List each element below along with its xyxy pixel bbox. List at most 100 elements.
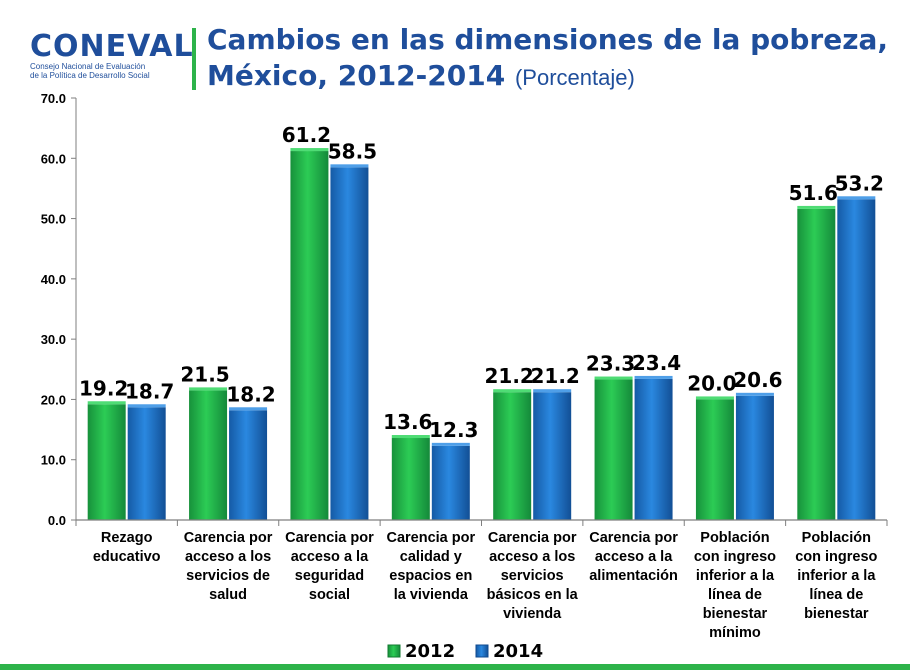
title-line-2: México, 2012-2014 — [207, 59, 506, 92]
category-label: línea de — [708, 587, 762, 603]
category-label: Carencia por — [488, 530, 577, 546]
data-label-2012: 51.6 — [789, 181, 838, 205]
y-tick-label: 70.0 — [41, 91, 66, 106]
category-label: inferior a la — [696, 568, 775, 584]
data-label-2014: 12.3 — [429, 418, 478, 442]
category-label: acceso a la — [595, 549, 673, 565]
category-label: educativo — [93, 549, 161, 565]
data-label-2012: 19.2 — [79, 376, 128, 400]
bar-2012 — [290, 151, 329, 520]
bar-2012 — [87, 404, 126, 520]
data-label-2014: 18.7 — [125, 379, 174, 403]
y-tick-label: 0.0 — [48, 513, 66, 528]
title-line-2-wrap: México, 2012-2014 (Porcentaje) — [207, 58, 897, 96]
bar-top-2012 — [391, 435, 430, 439]
category-label: con ingreso — [694, 549, 776, 565]
data-label-2014: 20.6 — [733, 368, 782, 392]
data-label-2012: 61.2 — [282, 123, 331, 147]
bar-2012 — [189, 390, 228, 520]
y-tick-label: 60.0 — [41, 151, 66, 166]
bar-top-2012 — [594, 376, 633, 380]
data-label-2014: 18.2 — [226, 382, 275, 406]
category-label: Carencia por — [589, 530, 678, 546]
bar-2012 — [493, 392, 532, 520]
category-label: Carencia por — [386, 530, 475, 546]
logo-word: CONEVAL — [30, 29, 194, 64]
category-label: Población — [700, 530, 769, 546]
bar-2014 — [229, 410, 268, 520]
category-label: alimentación — [589, 568, 678, 584]
category-label: salud — [209, 587, 247, 603]
bar-2014 — [533, 392, 572, 520]
category-label: Carencia por — [184, 530, 273, 546]
bar-top-2012 — [493, 389, 532, 393]
category-label: bienestar — [804, 606, 869, 622]
bar-2014 — [127, 407, 166, 520]
bar-top-2012 — [695, 396, 734, 400]
bottom-accent-line — [0, 664, 910, 670]
category-label: social — [309, 587, 350, 603]
data-label-2012: 20.0 — [687, 371, 736, 395]
data-label-2012: 13.6 — [383, 410, 432, 434]
legend-label-2014: 2014 — [493, 641, 543, 662]
legend-label-2012: 2012 — [405, 641, 455, 662]
bar-2014 — [837, 199, 876, 520]
bar-top-2014 — [735, 392, 774, 396]
bar-top-2012 — [797, 205, 836, 209]
category-label: la vivienda — [394, 587, 469, 603]
category-label: espacios en — [389, 568, 472, 584]
coneval-logo: CONEVAL Consejo Nacional de Evaluación d… — [30, 29, 194, 81]
category-label: Población — [802, 530, 871, 546]
category-label: Rezago — [101, 530, 153, 546]
data-label-2014: 23.4 — [632, 351, 681, 375]
bar-2012 — [391, 438, 430, 520]
bar-top-2012 — [189, 387, 228, 391]
category-label: acceso a la — [291, 549, 369, 565]
category-label: servicios de — [186, 568, 270, 584]
bar-2012 — [594, 379, 633, 520]
category-label: básicos en la — [487, 587, 579, 603]
bar-top-2014 — [127, 404, 166, 408]
category-label: con ingreso — [795, 549, 877, 565]
y-tick-label: 40.0 — [41, 272, 66, 287]
bar-2014 — [735, 395, 774, 520]
title-line-1: Cambios en las dimensiones de la pobreza… — [207, 23, 889, 56]
title-units: (Porcentaje) — [514, 65, 635, 90]
category-label: acceso a los — [185, 549, 271, 565]
category-label: Carencia por — [285, 530, 374, 546]
bar-top-2012 — [290, 148, 329, 152]
bar-2014 — [431, 445, 470, 520]
bar-top-2014 — [431, 442, 470, 446]
bar-2012 — [695, 399, 734, 520]
category-label: inferior a la — [797, 568, 876, 584]
category-label: calidad y — [400, 549, 462, 565]
logo-subtitle-1: Consejo Nacional de Evaluación — [30, 62, 146, 71]
category-label: mínimo — [709, 625, 761, 641]
y-tick-label: 50.0 — [41, 212, 66, 227]
bar-top-2014 — [634, 375, 673, 379]
data-label-2012: 21.2 — [485, 364, 534, 388]
y-tick-label: 20.0 — [41, 392, 66, 407]
bar-top-2012 — [87, 401, 126, 405]
y-tick-label: 30.0 — [41, 332, 66, 347]
header: CONEVAL Consejo Nacional de Evaluación d… — [0, 0, 910, 100]
bar-2012 — [797, 208, 836, 520]
data-label-2014: 58.5 — [328, 139, 377, 163]
category-label: bienestar — [703, 606, 768, 622]
category-label: vivienda — [503, 606, 562, 622]
header-divider — [192, 28, 196, 90]
data-label-2014: 53.2 — [835, 171, 884, 195]
bar-top-2014 — [837, 196, 876, 200]
category-label: seguridad — [295, 568, 364, 584]
legend-swatch-2012 — [387, 644, 401, 658]
chart-title: Cambios en las dimensiones de la pobreza… — [207, 22, 897, 96]
category-label: acceso a los — [489, 549, 575, 565]
category-label: línea de — [809, 587, 863, 603]
category-label: servicios — [501, 568, 564, 584]
data-label-2012: 23.3 — [586, 352, 635, 376]
data-label-2014: 21.2 — [531, 364, 580, 388]
y-tick-label: 10.0 — [41, 453, 66, 468]
bar-2014 — [330, 167, 369, 521]
logo-subtitle-2: de la Política de Desarrollo Social — [30, 71, 150, 80]
